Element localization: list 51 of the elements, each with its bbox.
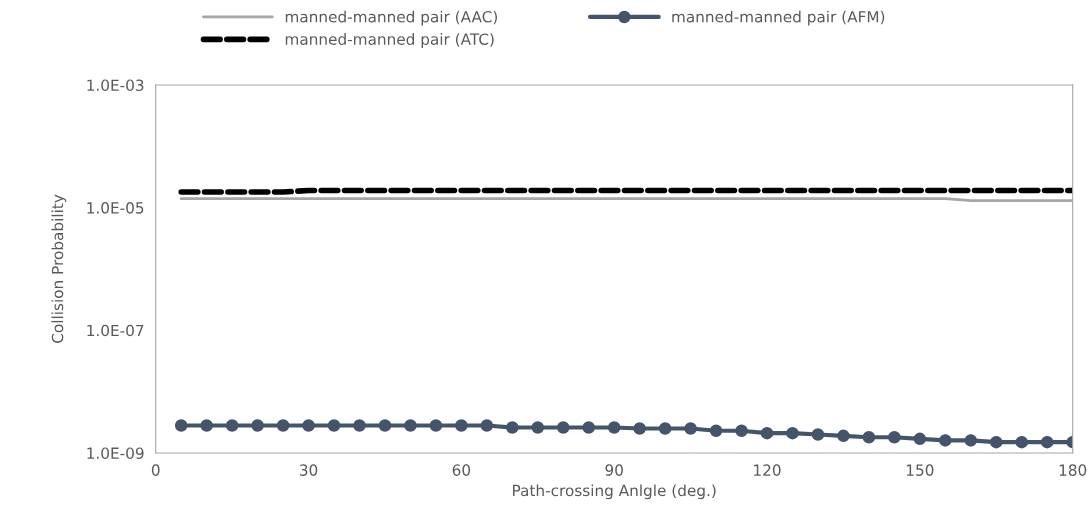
point (480, 419, 494, 432)
point (531, 421, 545, 434)
x-tick-label: 120 (754, 464, 781, 476)
point (276, 419, 290, 432)
point (990, 435, 1003, 449)
y-tick-label: 1.0E-05 (87, 202, 144, 214)
point (225, 419, 239, 432)
y-axis-title: Collision Probability (51, 194, 67, 343)
point (837, 429, 850, 443)
y-tick-label: 1.0E-09 (87, 447, 144, 459)
point (658, 422, 672, 435)
point (1015, 435, 1028, 449)
point (1040, 435, 1054, 449)
point (302, 419, 315, 432)
legend-label: manned-manned pair (ATC) (285, 33, 494, 48)
x-tick-label: 0 (151, 464, 160, 476)
y-tick-label: 1.0E-03 (87, 79, 144, 91)
point (251, 419, 264, 432)
point (327, 419, 341, 432)
point (684, 422, 697, 435)
point (582, 421, 595, 434)
point (888, 431, 901, 444)
point (607, 421, 621, 434)
point (964, 434, 978, 447)
point (353, 419, 366, 432)
point (506, 421, 519, 434)
point (378, 419, 392, 432)
point (200, 419, 213, 432)
x-tick-label: 60 (452, 464, 471, 476)
legend-label: manned-manned pair (AAC) (285, 10, 498, 26)
x-tick-label: 90 (605, 464, 623, 476)
point (429, 419, 443, 432)
point (862, 431, 876, 444)
legend-label: manned-manned pair (AFM) (672, 10, 885, 26)
point (760, 426, 774, 440)
point (455, 419, 468, 432)
point (786, 426, 799, 440)
y-tick-label: 1.0E-07 (87, 324, 144, 337)
point (557, 421, 570, 434)
point (811, 428, 825, 441)
x-tick-label: 30 (299, 464, 318, 476)
point (939, 434, 952, 447)
point (174, 419, 188, 432)
x-axis-title: Path-crossing Anlgle (deg.) (513, 484, 716, 500)
point (633, 422, 646, 435)
x-tick-label: 150 (906, 464, 934, 476)
point (913, 432, 927, 446)
point (735, 424, 748, 438)
x-tick-label: 180 (1059, 464, 1087, 476)
point (404, 419, 417, 432)
point (709, 424, 723, 438)
